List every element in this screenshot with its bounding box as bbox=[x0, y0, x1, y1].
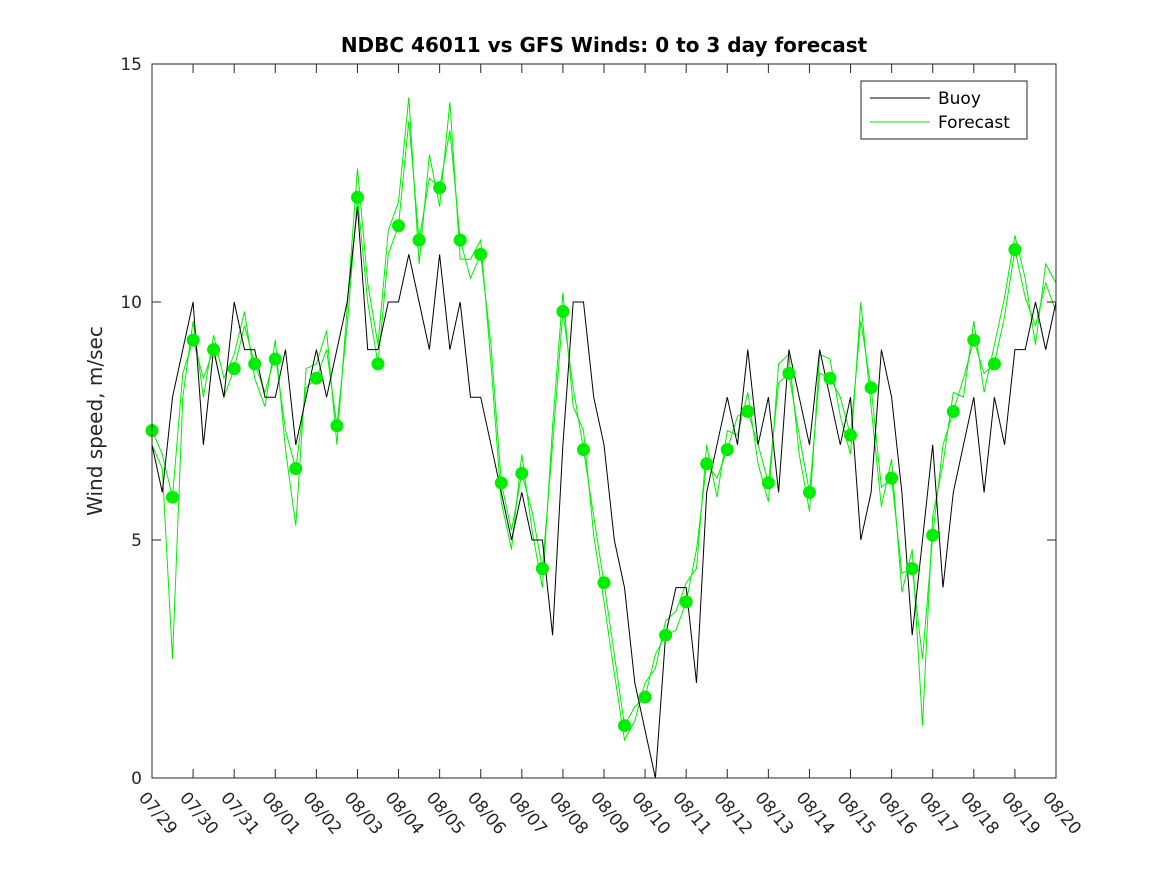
forecast-marker bbox=[166, 490, 179, 504]
forecast-marker bbox=[535, 562, 549, 576]
x-tick-label: 08/04 bbox=[381, 788, 428, 838]
forecast-marker bbox=[803, 485, 816, 499]
forecast-marker bbox=[268, 352, 282, 366]
x-tick-label: 08/13 bbox=[751, 788, 798, 838]
buoy-series-line bbox=[151, 206, 1057, 779]
x-tick-label: 08/16 bbox=[874, 788, 921, 838]
x-tick-label: 08/20 bbox=[1038, 788, 1085, 838]
forecast-marker bbox=[885, 471, 899, 485]
y-tick-label: 5 bbox=[131, 531, 142, 551]
x-tick-label: 08/10 bbox=[627, 788, 674, 838]
forecast-marker bbox=[515, 466, 529, 480]
x-tick-label: 08/18 bbox=[956, 788, 1003, 838]
x-tick-label: 08/19 bbox=[997, 788, 1044, 838]
forecast-marker bbox=[926, 528, 940, 542]
y-axis-label: Wind speed, m/sec bbox=[83, 326, 107, 516]
forecast-marker bbox=[720, 443, 734, 457]
forecast-marker bbox=[823, 371, 837, 385]
y-tick-label: 0 bbox=[131, 769, 142, 789]
forecast-marker bbox=[1008, 243, 1022, 257]
forecast-marker bbox=[412, 233, 426, 247]
forecast-marker bbox=[967, 333, 981, 347]
x-tick-label: 08/01 bbox=[257, 788, 304, 838]
forecast-marker bbox=[371, 357, 385, 371]
legend-forecast-label: Forecast bbox=[938, 113, 1010, 133]
forecast-marker bbox=[453, 233, 467, 247]
forecast-marker bbox=[433, 181, 447, 195]
plot-area bbox=[145, 97, 1057, 779]
legend: Buoy Forecast bbox=[860, 80, 1028, 140]
x-tick-label: 08/14 bbox=[792, 788, 839, 838]
forecast-marker bbox=[864, 381, 878, 395]
forecast-marker bbox=[782, 366, 796, 380]
x-tick-label: 07/31 bbox=[216, 788, 263, 838]
x-tick-label: 07/29 bbox=[134, 788, 181, 838]
x-tick-label: 08/06 bbox=[463, 788, 510, 838]
x-tick-label: 08/12 bbox=[709, 788, 756, 838]
forecast-marker bbox=[659, 628, 673, 642]
forecast-marker bbox=[905, 562, 919, 576]
forecast-marker bbox=[248, 357, 262, 371]
x-tick-label: 08/05 bbox=[422, 788, 469, 838]
legend-buoy-label: Buoy bbox=[938, 89, 981, 109]
forecast-series-line-1 bbox=[151, 97, 1057, 742]
forecast-marker bbox=[289, 462, 303, 476]
x-tick-label: 08/15 bbox=[833, 788, 880, 838]
forecast-marker bbox=[638, 690, 652, 704]
x-tick-label: 08/17 bbox=[915, 788, 962, 838]
legend-box bbox=[860, 80, 1028, 140]
y-tick-label: 15 bbox=[120, 55, 142, 75]
forecast-marker bbox=[844, 428, 857, 442]
forecast-marker bbox=[494, 476, 508, 490]
forecast-marker bbox=[618, 719, 631, 733]
forecast-marker bbox=[330, 419, 344, 433]
x-tick-label: 07/30 bbox=[175, 788, 222, 838]
forecast-marker bbox=[679, 595, 693, 609]
x-tick-label: 08/08 bbox=[545, 788, 592, 838]
forecast-marker bbox=[597, 576, 611, 590]
forecast-series-line-0 bbox=[151, 121, 1057, 728]
forecast-marker bbox=[577, 443, 590, 457]
forecast-marker bbox=[207, 343, 221, 357]
x-tick-label: 08/07 bbox=[504, 788, 551, 838]
x-tick-label: 08/03 bbox=[340, 788, 387, 838]
forecast-marker bbox=[392, 219, 405, 233]
chart-title: NDBC 46011 vs GFS Winds: 0 to 3 day fore… bbox=[341, 33, 868, 57]
forecast-marker bbox=[987, 357, 1001, 371]
x-tick-label: 08/11 bbox=[668, 788, 715, 838]
forecast-marker bbox=[309, 371, 323, 385]
forecast-marker bbox=[556, 305, 570, 318]
x-tick-label: 08/02 bbox=[299, 788, 346, 838]
x-tick-label: 08/09 bbox=[586, 788, 633, 838]
forecast-marker bbox=[351, 190, 364, 204]
forecast-marker bbox=[700, 457, 714, 471]
forecast-marker bbox=[474, 247, 488, 261]
forecast-marker bbox=[186, 333, 200, 347]
forecast-marker bbox=[946, 405, 960, 418]
forecast-marker bbox=[761, 476, 775, 490]
y-axis: 0 5 10 15 bbox=[120, 55, 1056, 789]
forecast-marker bbox=[227, 362, 241, 376]
forecast-marker bbox=[741, 405, 755, 418]
y-tick-label: 10 bbox=[120, 293, 142, 313]
plot-frame bbox=[151, 63, 1057, 779]
